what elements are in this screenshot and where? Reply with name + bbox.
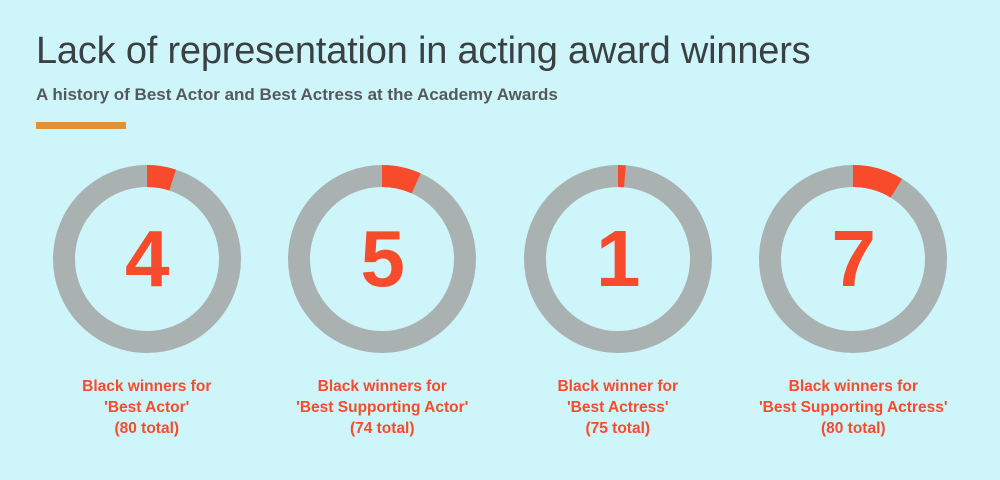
donut-caption: Black winner for 'Best Actress' (75 tota… (557, 376, 678, 439)
donut-caption: Black winners for 'Best Supporting Actre… (759, 376, 948, 439)
donut-graphic: 7 (756, 162, 950, 356)
caption-line-2: 'Best Actress' (566, 399, 669, 416)
donut-track (523, 165, 712, 353)
caption-line-3: (75 total) (585, 420, 651, 437)
donut-ring-icon (288, 165, 477, 353)
caption-line-2: 'Best Supporting Actor' (296, 399, 469, 416)
header: Lack of representation in acting award w… (36, 28, 976, 129)
page-title: Lack of representation in acting award w… (36, 30, 811, 72)
caption-line-3: (80 total) (114, 420, 180, 437)
donut-chart-row: 4 Black winners for 'Best Actor' (80 tot… (0, 162, 1000, 439)
donut-chart-best-actor: 4 Black winners for 'Best Actor' (80 tot… (29, 162, 265, 439)
donut-ring-icon (52, 165, 241, 353)
donut-ring-icon (523, 165, 712, 353)
caption-line-2: 'Best Actor' (104, 399, 190, 416)
donut-caption: Black winners for 'Best Actor' (80 total… (82, 376, 211, 439)
caption-line-1: Black winners for (317, 378, 447, 395)
donut-chart-best-supporting-actor: 5 Black winners for 'Best Supporting Act… (265, 162, 501, 439)
donut-graphic: 5 (285, 162, 479, 356)
donut-center-value: 4 (125, 214, 170, 303)
donut-chart-best-supporting-actress: 7 Black winners for 'Best Supporting Act… (736, 162, 972, 439)
donut-ring-icon (759, 165, 948, 353)
caption-line-2: 'Best Supporting Actress' (758, 399, 948, 416)
donut-track (52, 165, 241, 353)
donut-center-value: 7 (831, 214, 877, 303)
caption-line-1: Black winner for (557, 378, 679, 395)
donut-value-arc (288, 165, 477, 353)
donut-value-arc (759, 165, 948, 353)
donut-chart-best-actress: 1 Black winner for 'Best Actress' (75 to… (500, 162, 736, 439)
caption-line-3: (80 total) (820, 420, 886, 437)
donut-center-value: 5 (360, 214, 406, 303)
accent-rule-divider (36, 122, 126, 129)
caption-line-1: Black winners for (788, 378, 918, 395)
caption-line-3: (74 total) (349, 420, 415, 437)
donut-graphic: 1 (521, 162, 715, 356)
donut-center-value: 1 (596, 214, 641, 303)
caption-line-1: Black winners for (82, 378, 212, 395)
page-subtitle: A history of Best Actor and Best Actress… (36, 85, 558, 104)
donut-caption: Black winners for 'Best Supporting Actor… (296, 376, 468, 439)
donut-graphic: 4 (50, 162, 244, 356)
